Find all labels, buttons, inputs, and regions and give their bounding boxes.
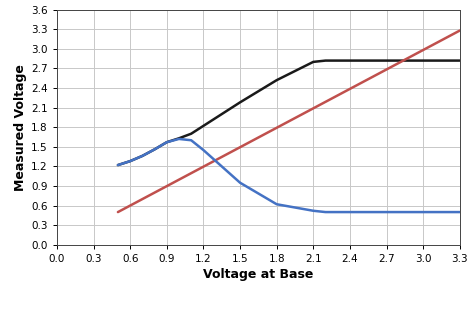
Emitter bbox=[188, 132, 194, 136]
Y-axis label: Measured Voltage: Measured Voltage bbox=[14, 64, 27, 191]
Emitter bbox=[323, 59, 328, 62]
Collector bbox=[274, 202, 280, 206]
Emitter bbox=[457, 59, 463, 62]
Collector bbox=[457, 210, 463, 214]
Collector bbox=[420, 210, 426, 214]
Legend: Emitter, Base, Collector: Emitter, Base, Collector bbox=[143, 321, 374, 322]
Collector bbox=[176, 137, 182, 141]
Line: Emitter: Emitter bbox=[118, 61, 460, 165]
Emitter bbox=[152, 147, 157, 151]
Collector bbox=[115, 163, 121, 167]
Line: Collector: Collector bbox=[118, 139, 460, 212]
Emitter bbox=[310, 60, 316, 64]
Collector bbox=[323, 210, 328, 214]
X-axis label: Voltage at Base: Voltage at Base bbox=[203, 268, 313, 281]
Collector bbox=[237, 181, 243, 185]
Collector bbox=[152, 147, 157, 151]
Emitter bbox=[201, 124, 206, 128]
Emitter bbox=[237, 100, 243, 104]
Collector bbox=[128, 159, 133, 163]
Collector bbox=[347, 210, 353, 214]
Emitter bbox=[347, 59, 353, 62]
Emitter bbox=[274, 78, 280, 82]
Emitter bbox=[420, 59, 426, 62]
Emitter bbox=[164, 140, 170, 144]
Collector bbox=[201, 148, 206, 152]
Emitter bbox=[383, 59, 389, 62]
Collector bbox=[139, 154, 145, 158]
Emitter bbox=[139, 154, 145, 158]
Collector bbox=[164, 140, 170, 144]
Collector bbox=[383, 210, 389, 214]
Emitter bbox=[176, 136, 182, 140]
Emitter bbox=[128, 159, 133, 163]
Collector bbox=[310, 209, 316, 213]
Emitter bbox=[115, 163, 121, 167]
Collector bbox=[188, 138, 194, 142]
